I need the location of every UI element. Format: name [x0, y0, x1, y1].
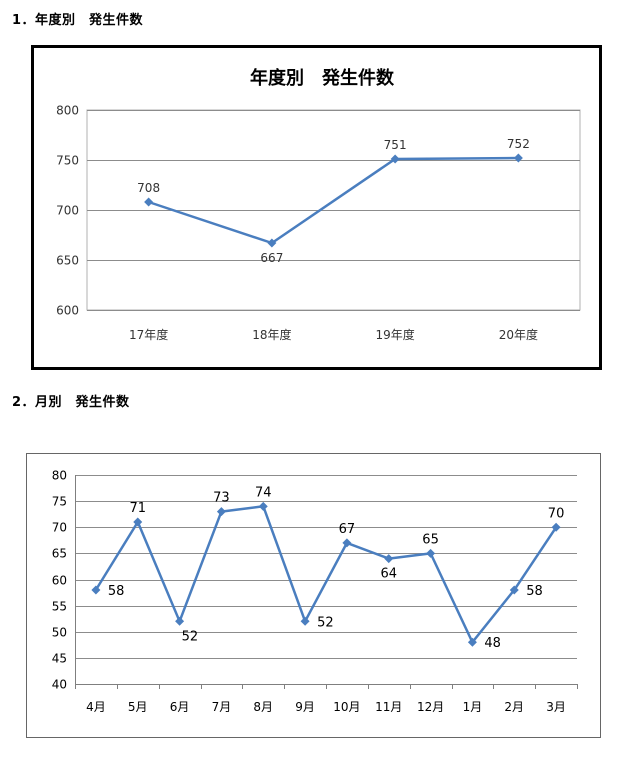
y-tick-label: 70	[52, 521, 67, 535]
section-heading-annual: 1．年度別 発生件数	[12, 13, 144, 28]
x-tick-label: 11月	[375, 700, 402, 714]
data-point	[513, 153, 523, 163]
monthly-line-chart: 40 45 50 55 60 65 70 75 80 4月 5月 6月 7月 8月 9月 10月 11月 12月 1…	[52, 469, 578, 714]
x-tick-label: 3月	[546, 700, 566, 714]
data-point	[426, 548, 436, 558]
y-tick-label: 55	[52, 600, 67, 614]
y-tick-label: 60	[52, 574, 67, 588]
data-label: 52	[182, 629, 199, 644]
series-line	[148, 156, 519, 245]
annual-chart-frame: 年度別 発生件数 600 650 700 750 800 17年度 18年度 19年度 20年度 7…	[31, 45, 602, 370]
data-point	[509, 585, 519, 595]
y-tick-label: 40	[52, 678, 67, 692]
data-point	[91, 585, 101, 595]
x-tick-label: 12月	[417, 700, 444, 714]
data-label: 52	[317, 615, 334, 630]
data-label: 73	[213, 491, 230, 506]
series-line	[94, 505, 558, 644]
y-tick-label: 75	[52, 495, 67, 509]
data-label: 751	[384, 138, 407, 152]
x-tick-label: 9月	[295, 700, 315, 714]
data-point	[175, 616, 185, 626]
x-tick-label: 6月	[170, 700, 190, 714]
x-tick-label: 4月	[86, 700, 106, 714]
monthly-chart-frame: 40 45 50 55 60 65 70 75 80 4月 5月 6月 7月 8月 9月 10月 11月 12月 1…	[26, 453, 601, 738]
y-tick-label: 650	[56, 254, 79, 268]
data-label: 71	[129, 501, 146, 516]
y-tick-label: 600	[56, 304, 79, 318]
data-label: 708	[137, 181, 160, 195]
y-tick-label: 65	[52, 547, 67, 561]
data-label: 48	[484, 636, 501, 651]
data-point	[390, 154, 400, 164]
x-tick-label: 7月	[212, 700, 232, 714]
data-label: 58	[108, 584, 125, 599]
chart-title: 年度別 発生件数	[250, 67, 395, 89]
x-tick-label: 5月	[128, 700, 148, 714]
x-tick-label: 1月	[463, 700, 483, 714]
data-label: 67	[339, 522, 356, 537]
x-tick-label: 10月	[333, 700, 360, 714]
data-label: 752	[507, 137, 530, 151]
data-point	[144, 197, 154, 207]
data-point	[133, 517, 143, 527]
y-tick-label: 80	[52, 469, 67, 483]
annual-line-chart: 年度別 発生件数 600 650 700 750 800 17年度 18年度 19年度 20年度 7…	[56, 67, 581, 342]
x-tick-label: 8月	[253, 700, 273, 714]
data-label: 70	[548, 506, 565, 521]
y-tick-label: 700	[56, 204, 79, 218]
x-tick-label: 18年度	[252, 327, 291, 342]
x-tick-label: 20年度	[499, 327, 538, 342]
data-point	[342, 538, 352, 548]
y-tick-label: 45	[52, 652, 67, 666]
data-label: 74	[255, 485, 272, 500]
x-tick-label: 17年度	[129, 327, 168, 342]
data-label: 64	[380, 567, 397, 582]
x-tick-label: 2月	[504, 700, 524, 714]
data-label: 58	[526, 584, 543, 599]
section-heading-monthly: 2．月別 発生件数	[12, 395, 130, 410]
x-tick-label: 19年度	[375, 327, 414, 342]
data-point	[384, 554, 394, 564]
y-tick-label: 50	[52, 626, 67, 640]
data-label: 667	[260, 251, 283, 265]
data-point	[267, 238, 277, 248]
data-label: 65	[422, 532, 439, 547]
data-point	[467, 637, 477, 647]
data-point	[300, 616, 310, 626]
y-tick-label: 800	[56, 104, 79, 118]
data-point	[258, 501, 268, 511]
data-point	[551, 522, 561, 532]
y-tick-label: 750	[56, 154, 79, 168]
data-point	[216, 507, 226, 517]
